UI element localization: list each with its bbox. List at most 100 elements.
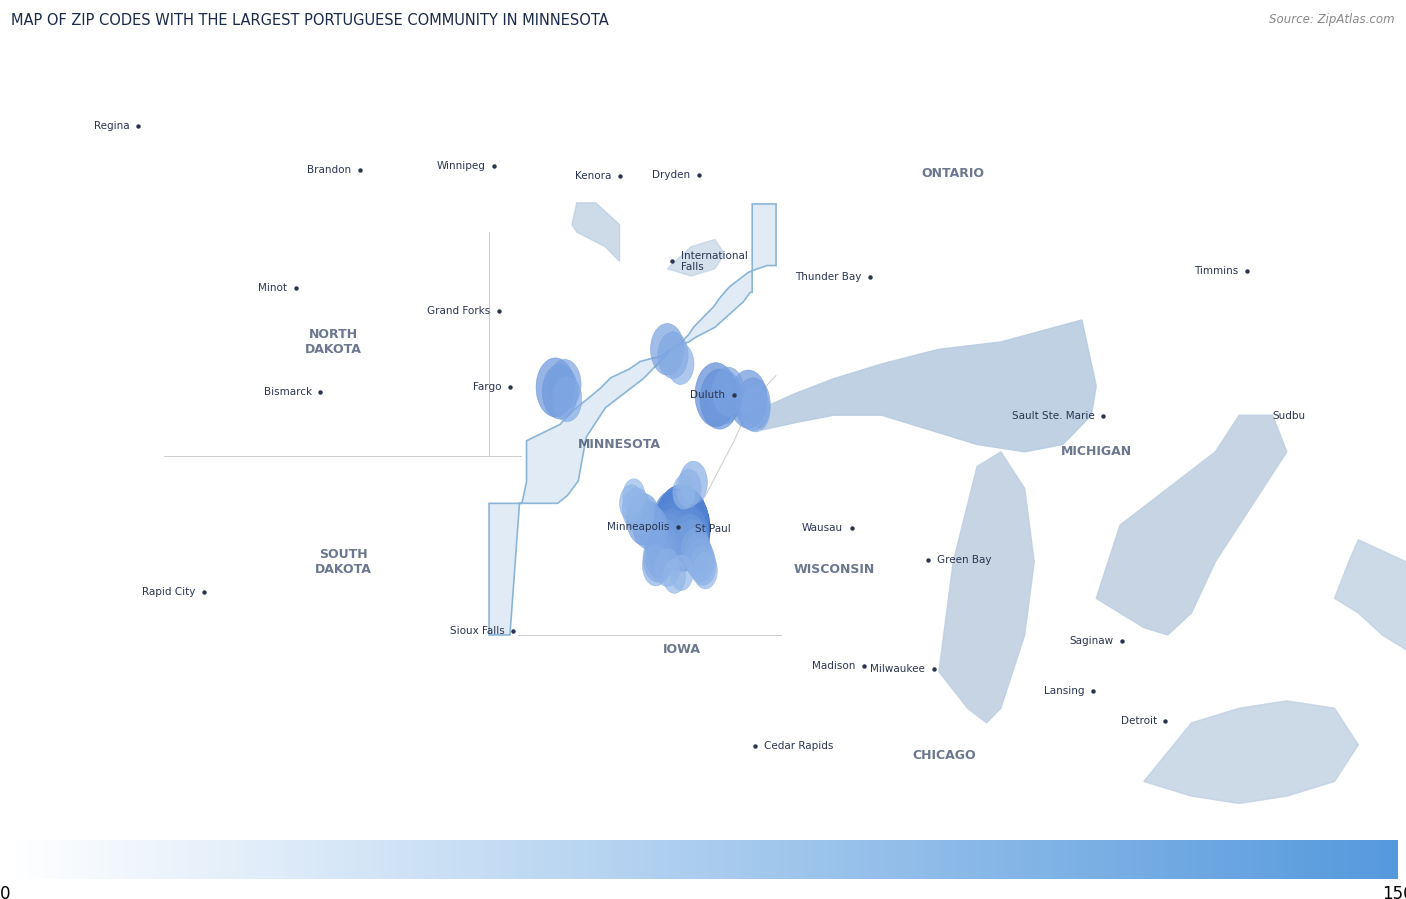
Circle shape [643,545,669,586]
Text: Detroit: Detroit [1121,716,1157,725]
Text: Sault Ste. Marie: Sault Ste. Marie [1012,411,1095,421]
Text: Madison: Madison [811,662,855,672]
Circle shape [652,509,690,567]
Circle shape [652,502,696,567]
Circle shape [700,369,740,429]
Text: Regina: Regina [94,120,129,131]
Text: St Paul: St Paul [696,524,731,534]
Circle shape [543,364,578,419]
Circle shape [654,485,709,570]
Circle shape [647,526,679,575]
Circle shape [654,496,702,569]
Polygon shape [572,203,620,262]
Circle shape [672,514,707,568]
Polygon shape [939,452,1035,723]
Text: Cedar Rapids: Cedar Rapids [763,742,832,752]
Circle shape [665,500,709,567]
Circle shape [695,362,737,427]
Circle shape [620,485,644,521]
Text: Kenora: Kenora [575,171,612,181]
Text: NORTH
DAKOTA: NORTH DAKOTA [305,328,363,356]
Circle shape [655,548,679,586]
Text: Green Bay: Green Bay [936,556,991,565]
Circle shape [623,487,650,530]
Circle shape [741,387,770,432]
Circle shape [652,490,693,553]
Text: MAP OF ZIP CODES WITH THE LARGEST PORTUGUESE COMMUNITY IN MINNESOTA: MAP OF ZIP CODES WITH THE LARGEST PORTUG… [11,13,609,29]
Circle shape [730,370,768,428]
Circle shape [548,360,581,409]
Polygon shape [1144,701,1358,804]
Text: Thunder Bay: Thunder Bay [794,272,862,282]
Circle shape [683,534,713,578]
Circle shape [673,476,695,509]
Polygon shape [668,239,724,276]
Text: ONTARIO: ONTARIO [922,167,984,180]
Polygon shape [489,204,776,635]
Text: Dryden: Dryden [652,170,690,180]
Circle shape [638,506,668,551]
Text: Fargo: Fargo [474,382,502,392]
Text: Winnipeg: Winnipeg [436,161,485,171]
Text: Milwaukee: Milwaukee [870,663,925,673]
Text: Grand Forks: Grand Forks [427,307,491,316]
Circle shape [658,332,688,378]
Circle shape [664,559,686,593]
Text: Sioux Falls: Sioux Falls [450,627,505,636]
Text: WISCONSIN: WISCONSIN [793,563,875,575]
Text: Brandon: Brandon [307,165,352,174]
Circle shape [536,358,575,417]
Circle shape [679,461,707,504]
Circle shape [668,343,695,385]
Text: Lansing: Lansing [1045,686,1085,697]
Text: SOUTH
DAKOTA: SOUTH DAKOTA [315,547,371,575]
Circle shape [628,494,654,534]
Circle shape [713,367,744,416]
Text: MICHIGAN: MICHIGAN [1060,445,1132,458]
Text: Sudbu: Sudbu [1272,411,1305,421]
Text: Bismarck: Bismarck [263,387,312,397]
Circle shape [654,489,707,571]
Circle shape [669,506,709,566]
Text: Minot: Minot [259,283,287,293]
Text: Rapid City: Rapid City [142,587,195,598]
Polygon shape [1334,539,1406,657]
Circle shape [676,469,702,507]
Circle shape [662,490,709,561]
Circle shape [690,546,716,585]
Circle shape [623,479,645,512]
Circle shape [658,488,710,567]
Circle shape [648,520,683,572]
Text: Saginaw: Saginaw [1070,636,1114,645]
Circle shape [654,490,699,560]
Text: Minneapolis: Minneapolis [607,521,669,531]
Circle shape [675,520,709,572]
Circle shape [681,528,710,574]
Text: Timmins: Timmins [1195,266,1239,276]
Circle shape [666,491,709,555]
Polygon shape [1097,415,1286,635]
Circle shape [671,555,693,591]
Text: MINNESOTA: MINNESOTA [578,438,661,451]
Text: Duluth: Duluth [690,389,725,400]
Circle shape [651,513,688,569]
Circle shape [654,488,703,565]
Text: International
Falls: International Falls [681,251,748,271]
Polygon shape [738,320,1097,452]
Circle shape [651,324,683,375]
Circle shape [633,501,664,549]
Circle shape [643,536,673,582]
Circle shape [735,378,770,431]
Circle shape [553,377,582,422]
Circle shape [661,494,709,569]
Circle shape [627,494,661,545]
Text: Wausau: Wausau [801,523,844,533]
Text: Source: ZipAtlas.com: Source: ZipAtlas.com [1270,13,1395,26]
Circle shape [707,370,742,423]
Circle shape [686,539,714,582]
Text: CHICAGO: CHICAGO [912,750,976,762]
Circle shape [655,487,710,571]
Text: IOWA: IOWA [662,643,700,656]
Circle shape [693,552,717,589]
Circle shape [645,530,676,578]
